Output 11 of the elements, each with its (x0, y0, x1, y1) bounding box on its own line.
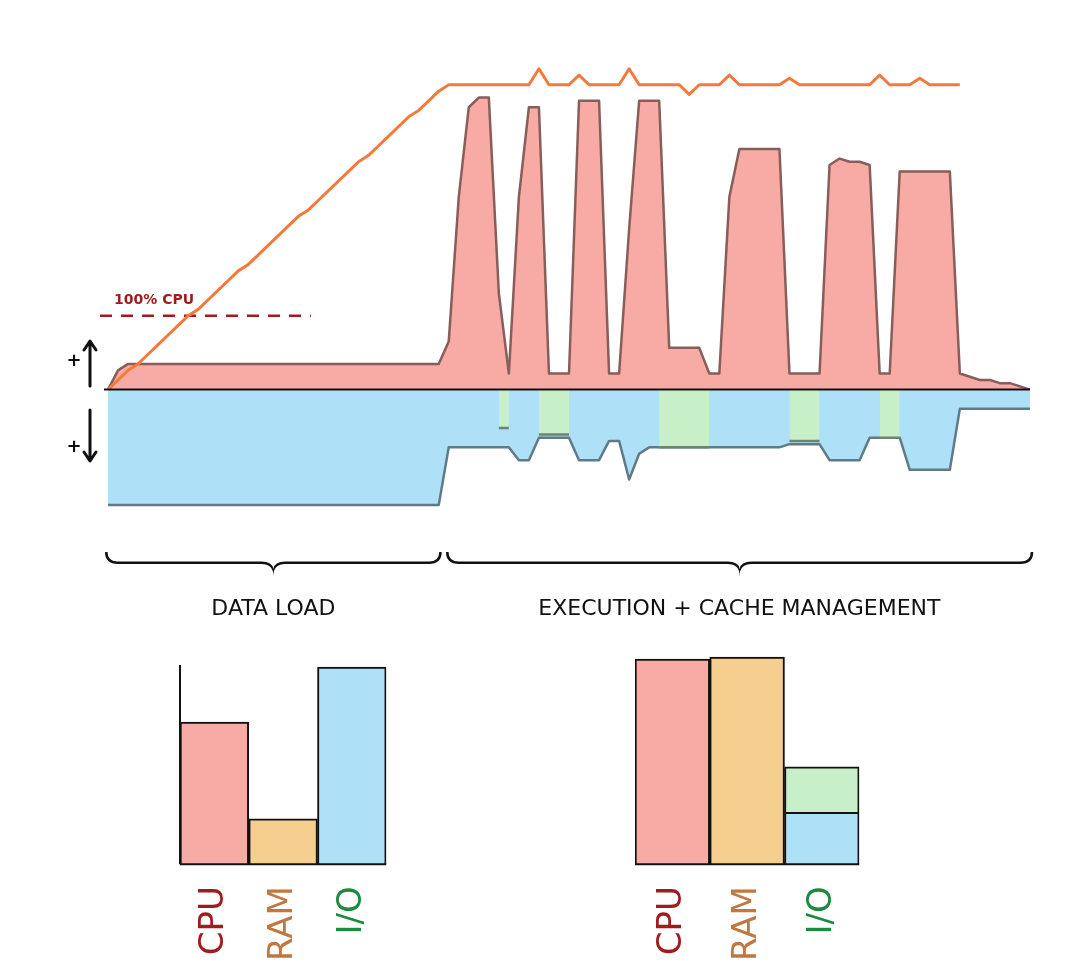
x-tick-label: CPU (191, 886, 232, 956)
x-tick-label: RAM (259, 886, 300, 961)
x-tick-label: CPU (649, 886, 690, 956)
text: DATA LOAD (211, 594, 336, 620)
text: + (66, 435, 82, 457)
ref-line-label: 100% CPU (114, 291, 195, 308)
text: EXECUTION + CACHE MANAGEMENT (538, 594, 942, 620)
text: + (66, 349, 82, 371)
x-tick-label: I/O (798, 886, 839, 935)
x-tick-label: I/O (328, 886, 369, 935)
x-tick-label: RAM (723, 886, 764, 961)
